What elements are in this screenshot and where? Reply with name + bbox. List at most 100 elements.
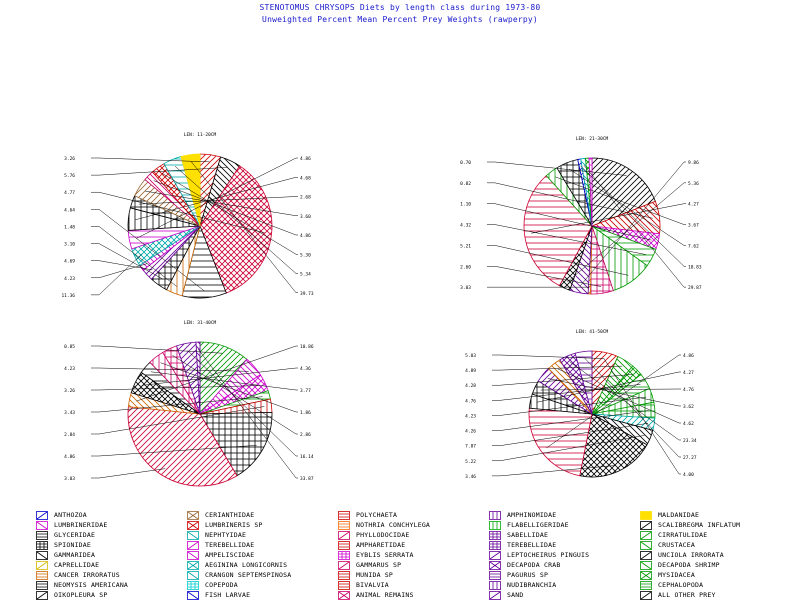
legend-swatch [338, 561, 350, 570]
slice-label: 4.76 [683, 387, 694, 393]
legend-item: GAMMARIDEA [36, 551, 191, 561]
legend-label: AEGININA LONGICORNIS [205, 561, 287, 570]
slice-label: 4.00 [683, 472, 694, 478]
slice-label: 3.67 [688, 223, 699, 229]
legend-item: AMPELISCIDAE [187, 551, 342, 561]
legend-item: CIRRATULIDAE [640, 531, 795, 541]
legend-swatch [640, 581, 652, 590]
legend-item: MALDANIDAE [640, 511, 795, 521]
legend-label: CIRRATULIDAE [658, 531, 707, 540]
slice-label: 4.23 [465, 413, 476, 419]
pie-title: LEN: 11-20CM [184, 132, 217, 138]
slice-label: 3.46 [465, 474, 476, 480]
legend-label: BIVALVIA [356, 581, 389, 590]
slice-label: 3.77 [300, 388, 311, 394]
legend-label: UNCIOLA IRRORATA [658, 551, 724, 560]
slice-label: 5.34 [300, 272, 311, 278]
legend-label: LEPTOCHEIRUS PINGUIS [507, 551, 589, 560]
legend-swatch [640, 511, 652, 520]
legend-swatch [36, 541, 48, 550]
legend-swatch [489, 571, 501, 580]
slice-label: 2.84 [64, 432, 75, 438]
legend-swatch [187, 511, 199, 520]
legend-swatch [489, 551, 501, 560]
slice-label: 4.68 [300, 175, 311, 181]
slice-label: 4.64 [64, 207, 75, 213]
legend-swatch [640, 551, 652, 560]
legend-swatch [489, 521, 501, 530]
legend-item: EYBLIS SERRATA [338, 551, 493, 561]
legend-label: CEPHALOPODA [658, 581, 703, 590]
legend-item: LUMBRINERIS SP [187, 521, 342, 531]
slice-label: 1.48 [64, 224, 75, 230]
legend-swatch [489, 511, 501, 520]
slice-label: 4.89 [465, 368, 476, 374]
legend-label: DECAPODA SHRIMP [658, 561, 720, 570]
pie-chart-4: LEN: 41-50CM5.034.894.284.764.234.267.87… [465, 329, 697, 480]
leader-line [91, 254, 142, 295]
legend-swatch [640, 521, 652, 530]
legend-label: SCALIBREGMA INFLATUM [658, 521, 740, 530]
legend-item: NUDIBRANCHIA [489, 581, 644, 591]
legend-swatch [338, 581, 350, 590]
slice-label: 2.86 [300, 432, 311, 438]
slice-label: 5.36 [688, 181, 699, 187]
legend-swatch [640, 541, 652, 550]
legend-swatch [187, 541, 199, 550]
legend-swatch [187, 591, 199, 600]
legend-label: CERIANTHIDAE [205, 511, 254, 520]
legend-label: DECAPODA CRAB [507, 561, 560, 570]
legend-swatch [36, 531, 48, 540]
slice-label: 5.76 [64, 173, 75, 179]
legend-label: LUMBRINERIDAE [54, 521, 107, 530]
legend-swatch [489, 591, 501, 600]
slice-label: 4.26 [465, 429, 476, 435]
legend-label: MUNIDA SP [356, 571, 393, 580]
legend-label: TEREBELLIDAE [205, 541, 254, 550]
legend-label: OIKOPLEURA SP [54, 591, 107, 600]
legend-label: GAMMARIDEA [54, 551, 95, 560]
legend-item: CERIANTHIDAE [187, 511, 342, 521]
legend-label: FLABELLIGERIDAE [507, 521, 569, 530]
slice-label: 4.86 [300, 156, 311, 162]
legend-label: ANIMAL REMAINS [356, 591, 414, 600]
legend-item: LEPTOCHEIRUS PINGUIS [489, 551, 644, 561]
legend-item: DECAPODA SHRIMP [640, 561, 795, 571]
legend-label: MYSIDACEA [658, 571, 695, 580]
legend-label: GLYCERIDAE [54, 531, 95, 540]
legend-item: CEPHALOPODA [640, 581, 795, 591]
legend-item: PHYLLODOCIDAE [338, 531, 493, 541]
slice-label: 0.82 [460, 181, 471, 187]
legend-swatch [640, 591, 652, 600]
legend-item: POLYCHAETA [338, 511, 493, 521]
legend-swatch [187, 531, 199, 540]
slice-label: 3.26 [64, 388, 75, 394]
legend-item: DECAPODA CRAB [489, 561, 644, 571]
slice-label: 3.62 [683, 404, 694, 410]
legend-label: CRUSTACEA [658, 541, 695, 550]
slice-label: 4.27 [688, 202, 699, 208]
legend-item: AEGININA LONGICORNIS [187, 561, 342, 571]
legend-swatch [489, 541, 501, 550]
legend-swatch [36, 521, 48, 530]
legend-item: TEREBELLIDAE [489, 541, 644, 551]
legend-label: GAMMARUS SP [356, 561, 401, 570]
slice-label: 18.83 [688, 264, 702, 270]
slice-label: 1.86 [300, 410, 311, 416]
slice-label: 4.86 [683, 353, 694, 359]
slice-label: 3.60 [300, 214, 311, 220]
legend-label: NUDIBRANCHIA [507, 581, 556, 590]
legend-item: SABELLIDAE [489, 531, 644, 541]
slice-label: 33.87 [300, 476, 314, 482]
slice-label: 4.76 [465, 398, 476, 404]
legend-item: GLYCERIDAE [36, 531, 191, 541]
legend-item: FLABELLIGERIDAE [489, 521, 644, 531]
slice-label: 4.36 [300, 366, 311, 372]
slice-label: 5.03 [465, 353, 476, 359]
slice-label: 16.14 [300, 454, 314, 460]
legend-label: FISH LARVAE [205, 591, 250, 600]
slice-label: 29.87 [688, 285, 702, 291]
legend-item: AMPHINOMIDAE [489, 511, 644, 521]
legend-swatch [36, 571, 48, 580]
